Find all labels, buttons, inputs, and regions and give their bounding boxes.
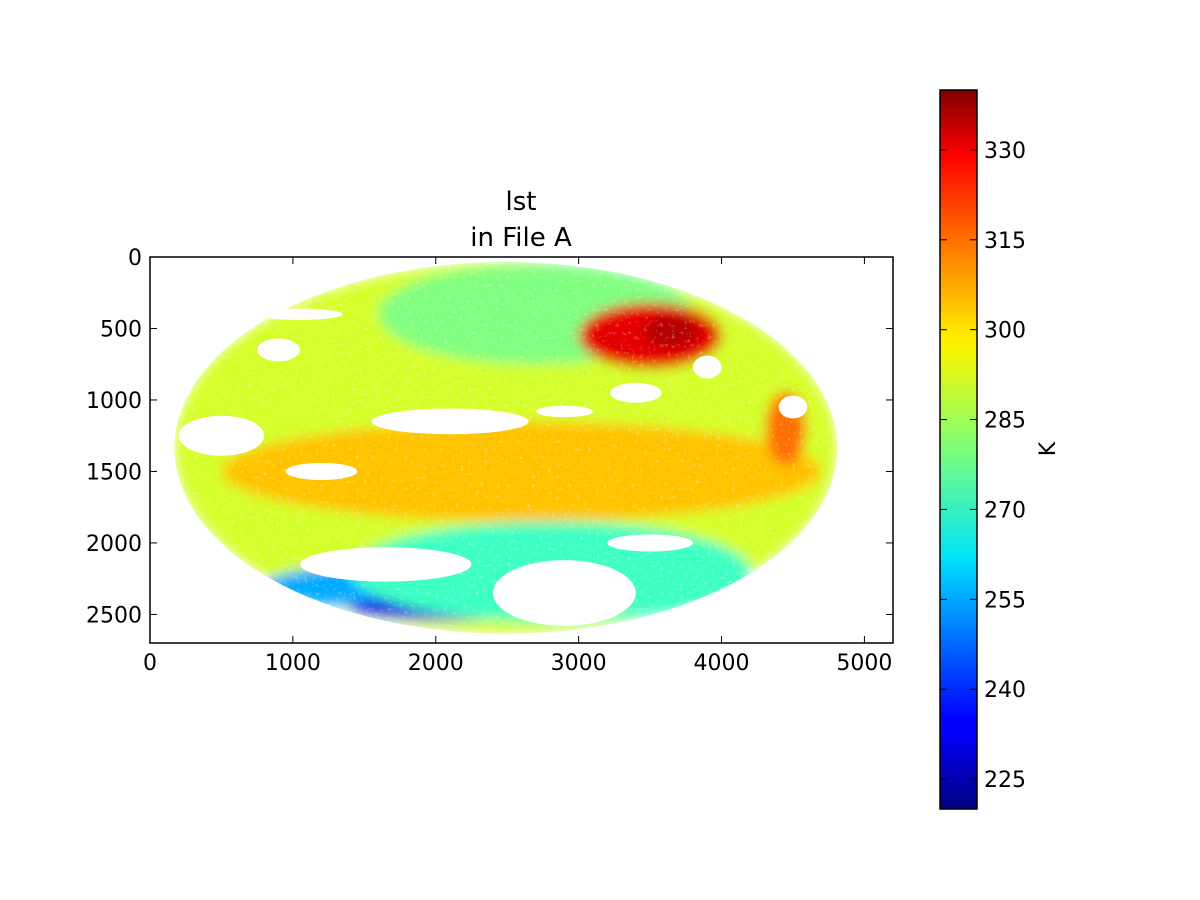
colorbar-tick-label: 330 (984, 139, 1026, 164)
missing-data-region (371, 408, 529, 435)
colorbar-tick-label: 225 (984, 768, 1026, 793)
missing-data-region (692, 355, 722, 379)
missing-data-region (778, 395, 808, 419)
missing-data-region (257, 308, 343, 320)
colorbar-label: K (1036, 441, 1061, 456)
y-tick-label: 1000 (86, 389, 142, 414)
colorbar-tick-label: 300 (984, 319, 1026, 344)
speckle-texture (174, 262, 838, 634)
y-tick-label: 0 (128, 246, 142, 271)
temperature-disk (174, 262, 838, 634)
missing-data-region (300, 547, 472, 582)
missing-data-region (492, 560, 636, 626)
missing-data-region (535, 405, 593, 418)
x-tick-label: 5000 (836, 651, 892, 676)
x-tick-label: 3000 (551, 651, 607, 676)
colorbar-tick-label: 255 (984, 588, 1026, 613)
colorbar-tick-label: 270 (984, 498, 1026, 523)
missing-data-region (607, 534, 693, 552)
colorbar-tick-label: 240 (984, 678, 1026, 703)
colorbar-ticks: 225 240 255 270 285 300 315 330 (940, 139, 1026, 793)
missing-data-region (178, 415, 265, 456)
y-tick-label: 2500 (86, 603, 142, 628)
x-axis: 0 1000 2000 3000 4000 5000 (143, 257, 892, 676)
plot-area (174, 262, 838, 634)
plot-frame (149, 256, 894, 644)
y-tick-label: 500 (100, 317, 142, 342)
colorbar-tick-label: 315 (984, 229, 1026, 254)
y-tick-label: 2000 (86, 532, 142, 557)
chart-subtitle: in File A (470, 223, 572, 253)
x-tick-label: 0 (143, 651, 157, 676)
y-axis: 0 500 1000 1500 2000 2500 (86, 246, 893, 628)
missing-data-region (285, 462, 358, 481)
x-tick-label: 1000 (265, 651, 321, 676)
x-tick-label: 4000 (694, 651, 750, 676)
missing-data-region (257, 338, 301, 362)
y-tick-label: 1500 (86, 460, 142, 485)
colorbar-tick-label: 285 (984, 409, 1026, 434)
x-tick-label: 2000 (408, 651, 464, 676)
colorbar (939, 89, 978, 810)
missing-data-region (610, 382, 662, 403)
chart-title: lst (506, 187, 537, 217)
